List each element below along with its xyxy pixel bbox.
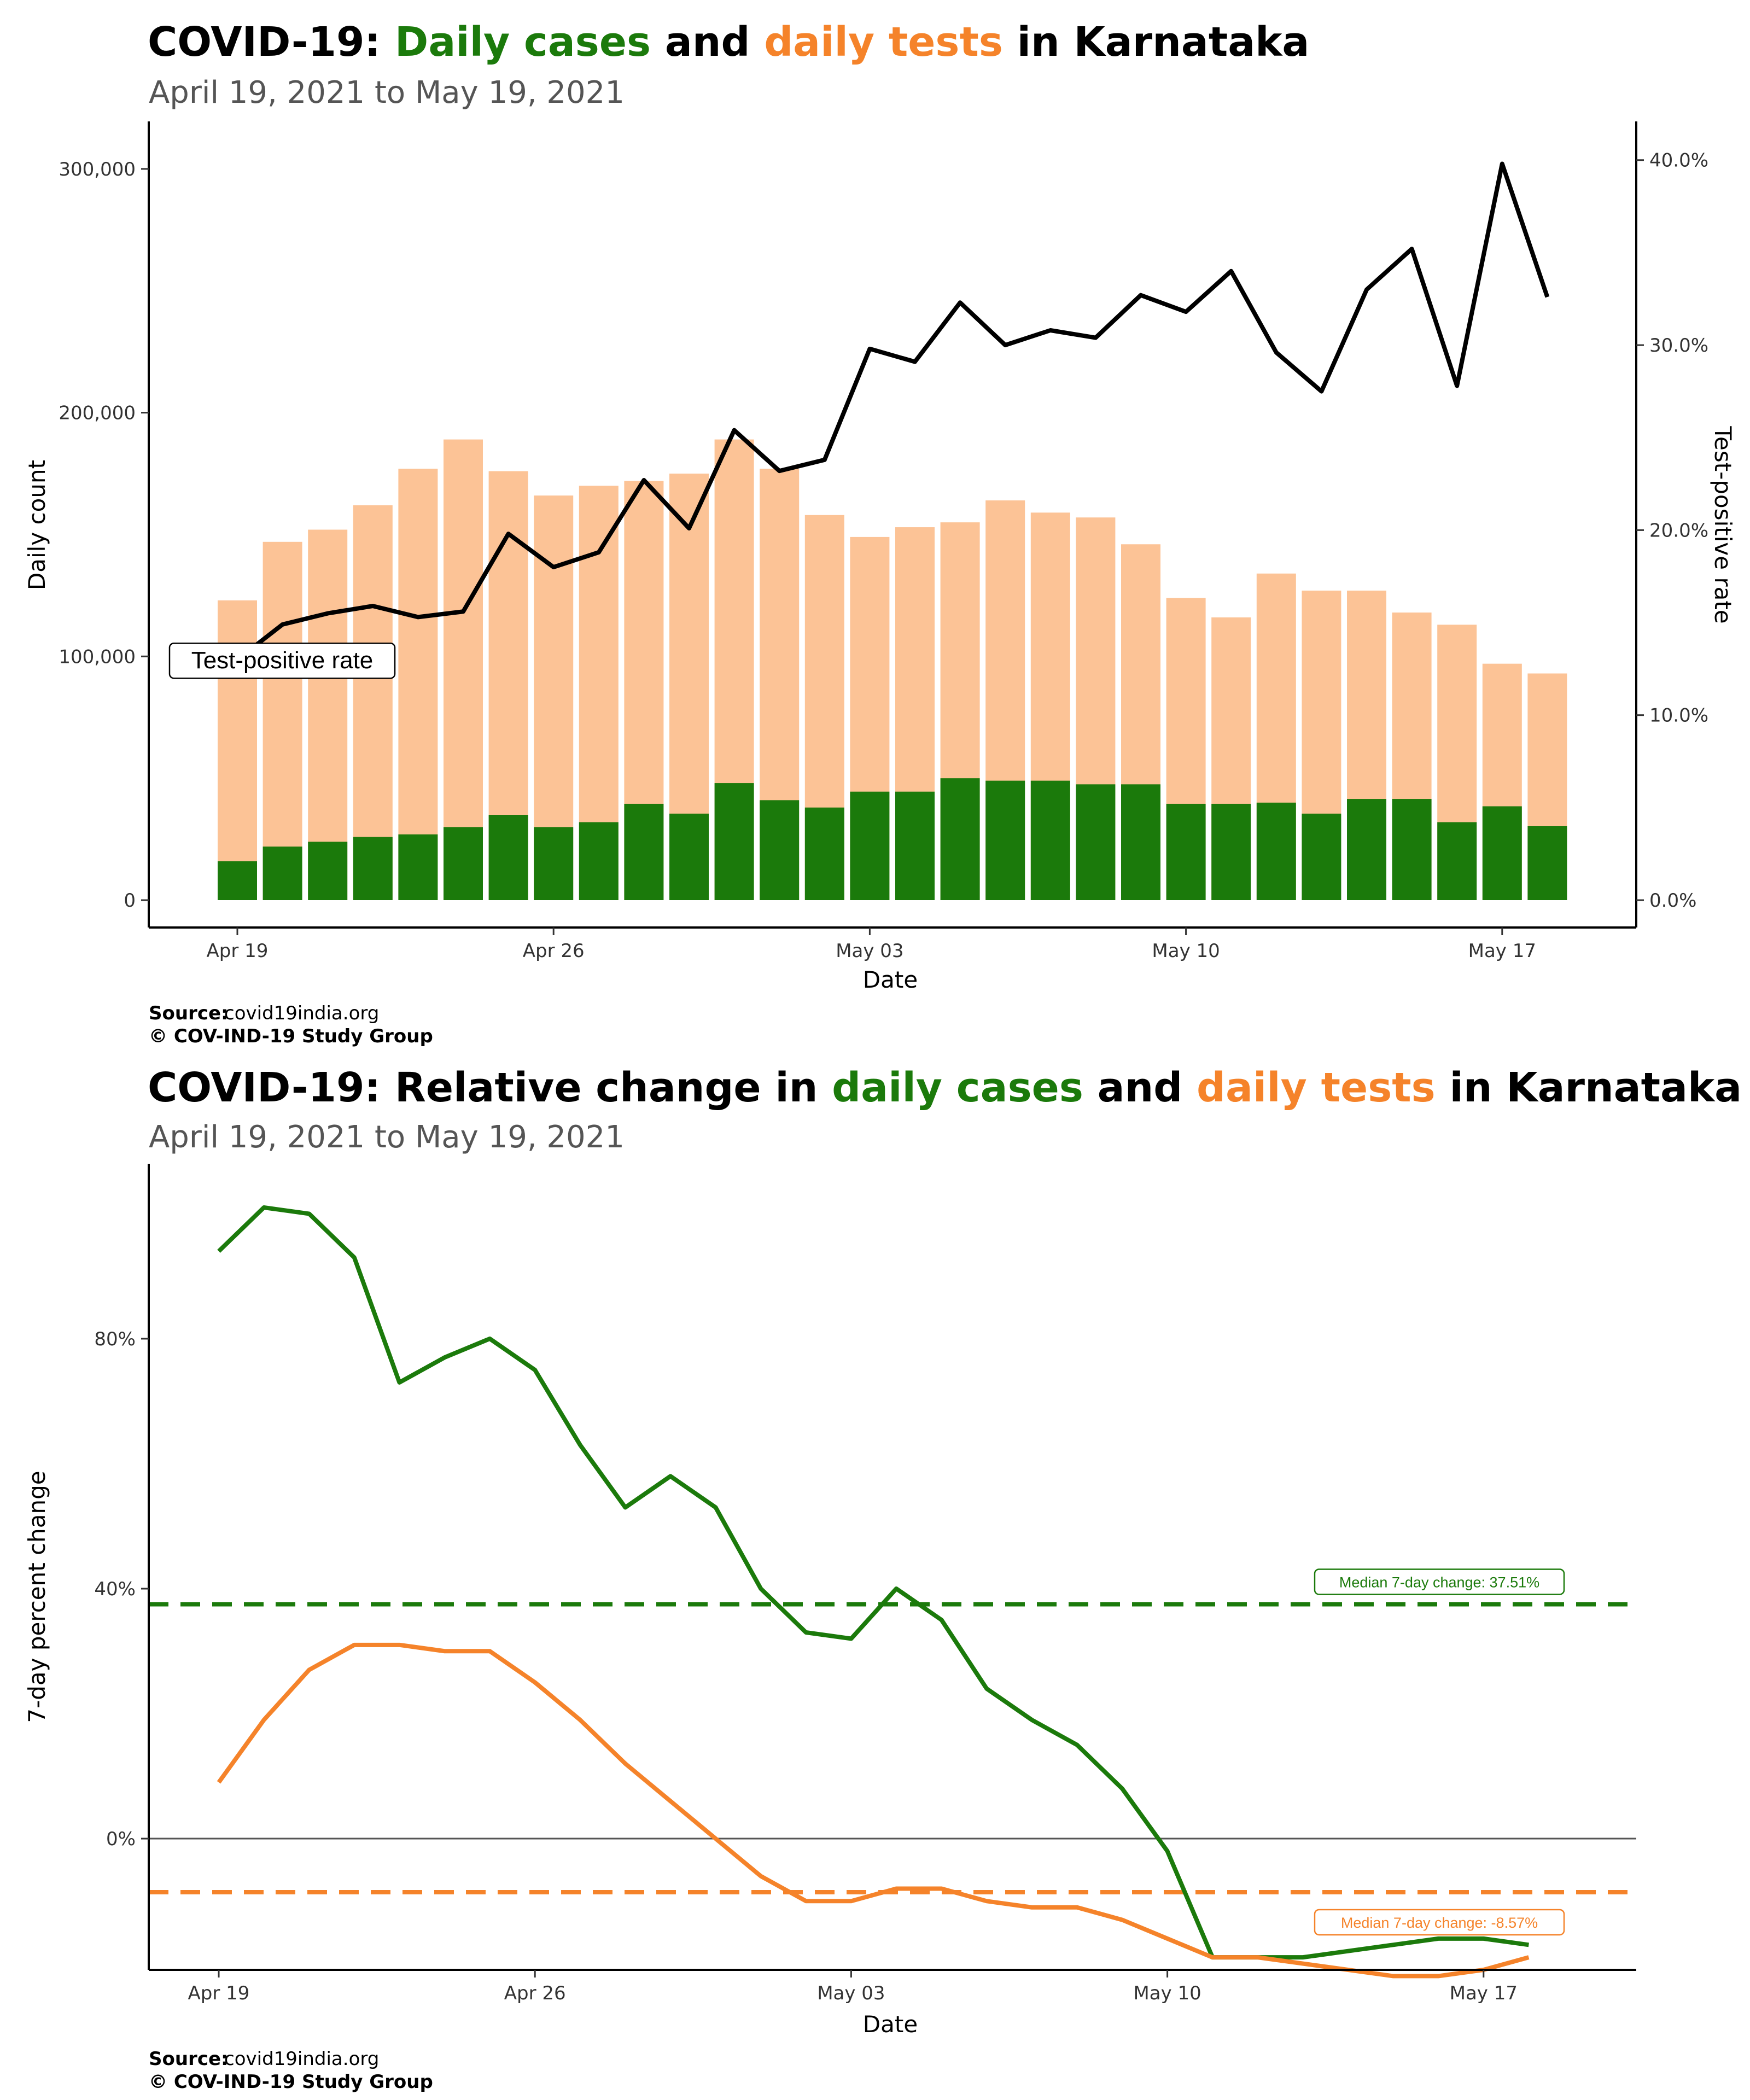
- chart2-copyright: © COV-IND-19 Study Group: [149, 2071, 433, 2093]
- x-tick-label: Apr 26: [504, 1982, 566, 2004]
- x-tick-label: Apr 19: [188, 1982, 250, 2004]
- chart2-x-axis-title: Date: [863, 2011, 918, 2038]
- cases-bar: [985, 780, 1025, 900]
- x-tick-label: May 17: [1468, 940, 1536, 962]
- cases-bar: [398, 834, 438, 900]
- title-part-3: daily tests: [764, 19, 1003, 66]
- tests-bar: [353, 505, 393, 900]
- chart1-subtitle: April 19, 2021 to May 19, 2021: [149, 75, 625, 110]
- cases-bar: [850, 791, 890, 900]
- chart2-y-axis-title: 7-day percent change: [24, 1471, 50, 1723]
- chart2-source-text: covid19india.org: [224, 2048, 379, 2070]
- cases-bar: [1392, 799, 1432, 900]
- tests-bar: [398, 469, 438, 900]
- cases-bar: [669, 813, 709, 900]
- chart1-copyright: © COV-IND-19 Study Group: [149, 1025, 433, 1047]
- series-line: [217, 1205, 1529, 1960]
- tests-bar: [262, 541, 302, 900]
- cases-bar: [895, 791, 935, 900]
- chart1-y-axis-title: Daily count: [24, 460, 50, 590]
- x-tick-label: May 17: [1450, 1982, 1518, 2004]
- x-tick-label: Apr 26: [523, 940, 585, 962]
- cases-bar: [1076, 784, 1116, 900]
- title-part-4: in Karnataka: [1003, 19, 1309, 66]
- title-part-0: COVID-19: Relative change in: [148, 1064, 832, 1111]
- cases-bar: [488, 815, 528, 900]
- y-right-tick-label: 0.0%: [1649, 890, 1696, 912]
- x-tick-label: Apr 19: [207, 940, 269, 962]
- y-tick-label: 100,000: [59, 646, 136, 668]
- cases-bar: [1030, 780, 1070, 900]
- cases-bar: [579, 822, 619, 900]
- y-tick-label: 200,000: [59, 402, 136, 424]
- series-line: [217, 1642, 1530, 1979]
- cases-bar: [262, 846, 302, 900]
- chart1-source-text: covid19india.org: [224, 1002, 379, 1024]
- cases-bar: [804, 807, 844, 900]
- x-tick-label: May 03: [836, 940, 903, 962]
- cases-bar: [444, 827, 483, 900]
- title-part-1: Daily cases: [395, 19, 651, 66]
- chart1-title: COVID-19: Daily cases and daily tests in…: [148, 19, 1309, 66]
- cases-bar: [1302, 813, 1341, 900]
- cases-bar: [1437, 822, 1477, 900]
- chart1-plot-area: 0 100,000 200,000 300,000 0.0% 10.0% 20.0% 30.0…: [59, 121, 1708, 962]
- y-tick-label: 0: [124, 890, 136, 912]
- cases-bar: [1256, 802, 1296, 900]
- cases-bar: [1482, 806, 1522, 900]
- y-tick-label: 300,000: [59, 159, 136, 180]
- median-label: Median 7-day change: 37.51%: [1339, 1574, 1539, 1590]
- chart1-x-axis-title: Date: [863, 966, 918, 993]
- cases-bar: [1166, 803, 1206, 900]
- chart2-subtitle: April 19, 2021 to May 19, 2021: [149, 1119, 625, 1155]
- x-tick-label: May 03: [817, 1982, 885, 2004]
- x-tick-label: May 10: [1152, 940, 1220, 962]
- title-part-2: and: [651, 19, 764, 66]
- y-right-tick-label: 20.0%: [1649, 520, 1708, 541]
- tests-bar: [444, 439, 483, 900]
- chart1-y-right-axis-title: Test-positive rate: [1710, 425, 1736, 623]
- annotation-test-positive-rate: Test-positive rate: [191, 647, 374, 674]
- median-label-box: [1314, 1568, 1565, 1595]
- chart1-source-label: Source:: [149, 1002, 229, 1024]
- cases-bar: [1347, 799, 1386, 900]
- cases-bar: [1527, 826, 1567, 900]
- chart2-title: COVID-19: Relative change in daily cases…: [148, 1064, 1742, 1111]
- cases-bar: [1121, 784, 1160, 900]
- tests-bar: [308, 529, 348, 900]
- cases-bar: [1211, 803, 1251, 900]
- title-part-2: and: [1083, 1064, 1197, 1111]
- y-tick-label: 80%: [94, 1328, 136, 1350]
- chart2-plot-area: Median 7-day change: 37.51% Median 7-day …: [94, 1164, 1636, 2004]
- title-part-3: daily tests: [1197, 1064, 1436, 1111]
- cases-bar: [940, 778, 980, 900]
- title-part-0: COVID-19:: [148, 19, 395, 66]
- cases-bar: [308, 842, 348, 900]
- cases-bar: [218, 861, 257, 900]
- y-right-tick-label: 40.0%: [1649, 150, 1708, 172]
- cases-bar: [714, 783, 754, 900]
- median-label-box: [1314, 1909, 1565, 1936]
- median-label: Median 7-day change: -8.57%: [1341, 1915, 1538, 1931]
- title-part-1: daily cases: [832, 1064, 1083, 1111]
- y-right-tick-label: 10.0%: [1649, 705, 1708, 727]
- cases-bar: [624, 803, 664, 900]
- y-right-tick-label: 30.0%: [1649, 335, 1708, 357]
- cases-bar: [534, 827, 574, 900]
- cases-bar: [353, 837, 393, 900]
- title-part-4: in Karnataka: [1436, 1064, 1742, 1111]
- annotation-box: [168, 642, 396, 679]
- chart2-source-label: Source:: [149, 2048, 229, 2070]
- y-tick-label: 40%: [94, 1578, 136, 1600]
- test-positive-rate-line: [236, 161, 1550, 662]
- x-tick-label: May 10: [1133, 1982, 1201, 2004]
- y-tick-label: 0%: [106, 1828, 136, 1850]
- cases-bar: [760, 800, 800, 900]
